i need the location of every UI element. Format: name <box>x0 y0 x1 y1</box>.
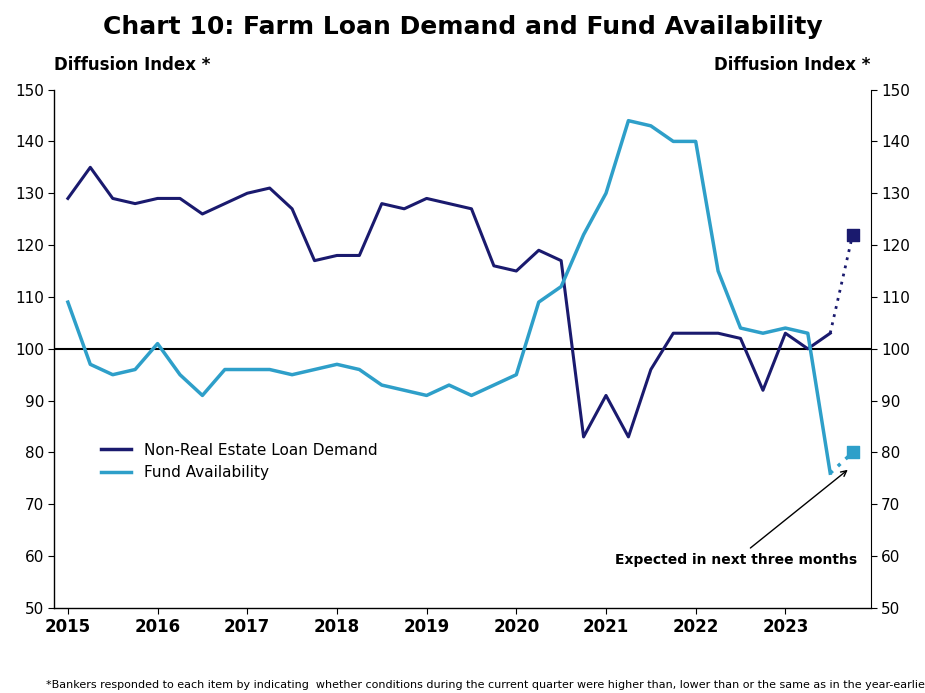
Text: Diffusion Index *: Diffusion Index * <box>55 56 211 74</box>
Text: *Bankers responded to each item by indicating  whether conditions during the cur: *Bankers responded to each item by indic… <box>46 680 925 690</box>
Title: Chart 10: Farm Loan Demand and Fund Availability: Chart 10: Farm Loan Demand and Fund Avai… <box>103 15 822 39</box>
Point <box>845 229 860 240</box>
Point <box>845 447 860 458</box>
Legend: Non-Real Estate Loan Demand, Fund Availability: Non-Real Estate Loan Demand, Fund Availa… <box>94 437 383 486</box>
Text: Expected in next three months: Expected in next three months <box>615 471 857 567</box>
Text: Diffusion Index *: Diffusion Index * <box>714 56 870 74</box>
